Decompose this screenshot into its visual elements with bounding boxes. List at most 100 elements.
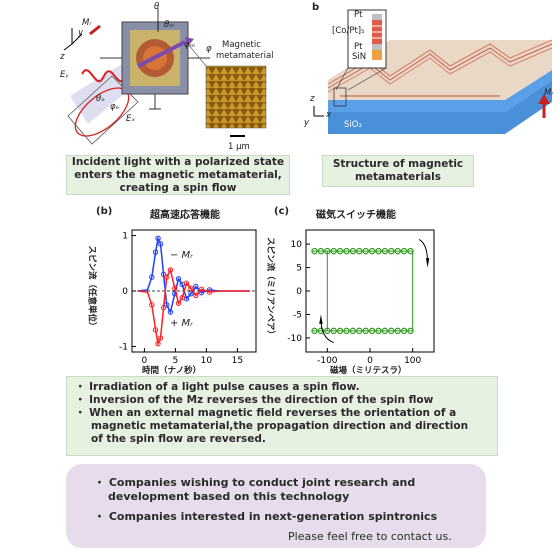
chart-c-point-lower (381, 327, 389, 335)
chart-b-xtick-label: 5 (173, 356, 179, 366)
chart-b-point (183, 280, 190, 286)
chart-c-xtick-label: 100 (404, 356, 421, 366)
chart-c-point-lower (324, 327, 331, 335)
chart-c-point-upper (343, 247, 350, 255)
layer-pt-bottom: Pt (354, 42, 363, 52)
ex-label: Eₓ (126, 114, 136, 124)
chart-b-point (179, 294, 185, 301)
contact-item-1-cont: development based on this technology (108, 490, 350, 503)
axis-z-label-b: z (310, 94, 315, 104)
metamaterial-label-2: metamaterial (216, 51, 274, 61)
chart-c-point-lower (336, 327, 344, 335)
bullet-2: ・ Inversion of the Mz reverses the direc… (75, 394, 434, 406)
chart-b-point (149, 274, 155, 280)
chart-c-ytick-label: 5 (296, 264, 302, 274)
theta-m-label: θₘ (164, 20, 175, 30)
chart-b-point (149, 302, 155, 308)
chart-c-point-lower (368, 327, 376, 335)
chart-b-point (188, 285, 194, 291)
chart-c-point-lower (400, 327, 408, 335)
chart-b-point (175, 300, 182, 306)
chart-c: (c) 磁気スイッチ機能 -100 0 100 -10 -5 0 5 10 磁場（ミリテスラ）… (265, 200, 442, 380)
panel-b-figure: b Pt [Co/Pt]₅ Pt SiN SiO₂ Mᵣ z x y (300, 0, 560, 152)
bullet-3: ・ When an external magnetic field revers… (75, 407, 457, 419)
axis-y-label-b: y (304, 118, 310, 128)
chart-c-point-upper (349, 247, 357, 255)
chart-c-point-lower (375, 327, 382, 335)
chart-b-point (164, 274, 170, 280)
chart-b-ytick-label: -1 (119, 342, 128, 352)
chart-c-point-lower (362, 327, 369, 335)
panel-a-illustration (63, 8, 267, 145)
chart-b-xlabel: 時間（ナノ秒） (142, 366, 202, 376)
chart-c-arrowhead-down (425, 258, 430, 268)
chart-c-point-lower (394, 327, 401, 335)
chart-c-xtick-label: 0 (367, 356, 373, 366)
layer-sin: SiN (352, 52, 367, 62)
chart-c-point-upper (330, 247, 337, 255)
chart-c-point-lower (343, 327, 350, 335)
chart-c-ytick-label: -5 (293, 310, 302, 320)
chart-b-point (193, 283, 199, 290)
scale-bar-label: 1 μm (228, 142, 250, 152)
caption-left-line-3: creating a spin flow (119, 181, 237, 194)
mr-label: Mᵣ (82, 18, 92, 28)
contact-footer: Please feel free to contact us. (288, 530, 452, 543)
phi-label: φ (206, 44, 212, 54)
chart-c-point-upper (368, 247, 376, 255)
chart-c-point-upper (311, 247, 318, 255)
chart-b: (b) 超高速応答機能 0 5 10 15 -1 0 1 − Mᵣ + Mᵣ 時間（ナノ秒）… (87, 200, 268, 380)
chart-b-xtick-label: 0 (142, 356, 148, 366)
chart-b-point (160, 304, 167, 311)
chart-c-point-upper (356, 247, 363, 255)
panel-a-figure: Mᵣ y z x θ θₘ φₘ φ Eᵧ Eₓ θₑ φₑ Magnetic … (60, 2, 275, 154)
layer-pt-top: Pt (354, 10, 363, 20)
chart-c-point-lower (349, 327, 357, 335)
caption-left: Incident light with a polarized state en… (66, 155, 290, 195)
chart-c-point-lower (311, 327, 318, 335)
chart-c-ytick-label: -10 (287, 334, 302, 344)
chart-b-plot: 0 5 10 15 -1 0 1 (119, 229, 257, 366)
chart-b-point (193, 292, 199, 299)
chart-c-xtick-label: -100 (317, 356, 338, 366)
chart-c-point-upper (388, 247, 395, 255)
layer-co-pt: [Co/Pt]₅ (332, 26, 365, 36)
chart-b-point (157, 335, 164, 341)
chart-c-point-lower (388, 327, 395, 335)
panel-b-letter: b (312, 2, 320, 13)
chart-c-point-upper (324, 247, 331, 255)
chart-b-letter: (b) (96, 206, 113, 217)
chart-c-point-upper (375, 247, 382, 255)
chart-c-point-upper (317, 247, 325, 255)
chart-c-ytick-label: 10 (291, 240, 303, 250)
contact-item-1: ・ Companies wishing to conduct joint res… (94, 476, 416, 489)
axis-y-label: y (78, 28, 84, 38)
chart-b-series-line-1 (138, 267, 250, 347)
chart-b-point (155, 235, 161, 242)
metamaterial-label-1: Magnetic (222, 40, 261, 50)
chart-c-ylabel: スピン流（ミリアンペア） (264, 237, 275, 339)
bullet-3-cont-1: magnetic metamaterial,the propagation di… (91, 420, 469, 432)
caption-right-line-2: metamaterials (354, 171, 442, 183)
chart-c-frame (305, 229, 435, 353)
chart-b-point (188, 291, 194, 297)
chart-c-point-upper (394, 247, 401, 255)
theta-e-label: θₑ (96, 94, 105, 104)
chart-b-point (198, 286, 205, 293)
chart-c-point-upper (381, 247, 389, 255)
chart-b-point (167, 309, 174, 315)
caption-right: Structure of magnetic metamaterials (322, 155, 474, 187)
phi-m-label: φₘ (184, 40, 195, 50)
bullet-1: ・ Irradiation of a light pulse causes a … (75, 381, 360, 393)
chart-c-point-lower (356, 327, 363, 335)
chart-c-point-upper (400, 247, 408, 255)
chart-b-point (167, 267, 174, 273)
contact-item-2: ・ Companies interested in next-generatio… (94, 510, 438, 523)
chart-c-point-upper (407, 247, 414, 255)
theta-label: θ (154, 2, 160, 12)
chart-b-xtick-label: 10 (201, 356, 213, 366)
axis-z-label: z (60, 52, 65, 62)
chart-b-point (152, 327, 159, 333)
chart-c-point-lower (330, 327, 337, 335)
chart-b-ytick-label: 1 (122, 232, 128, 242)
